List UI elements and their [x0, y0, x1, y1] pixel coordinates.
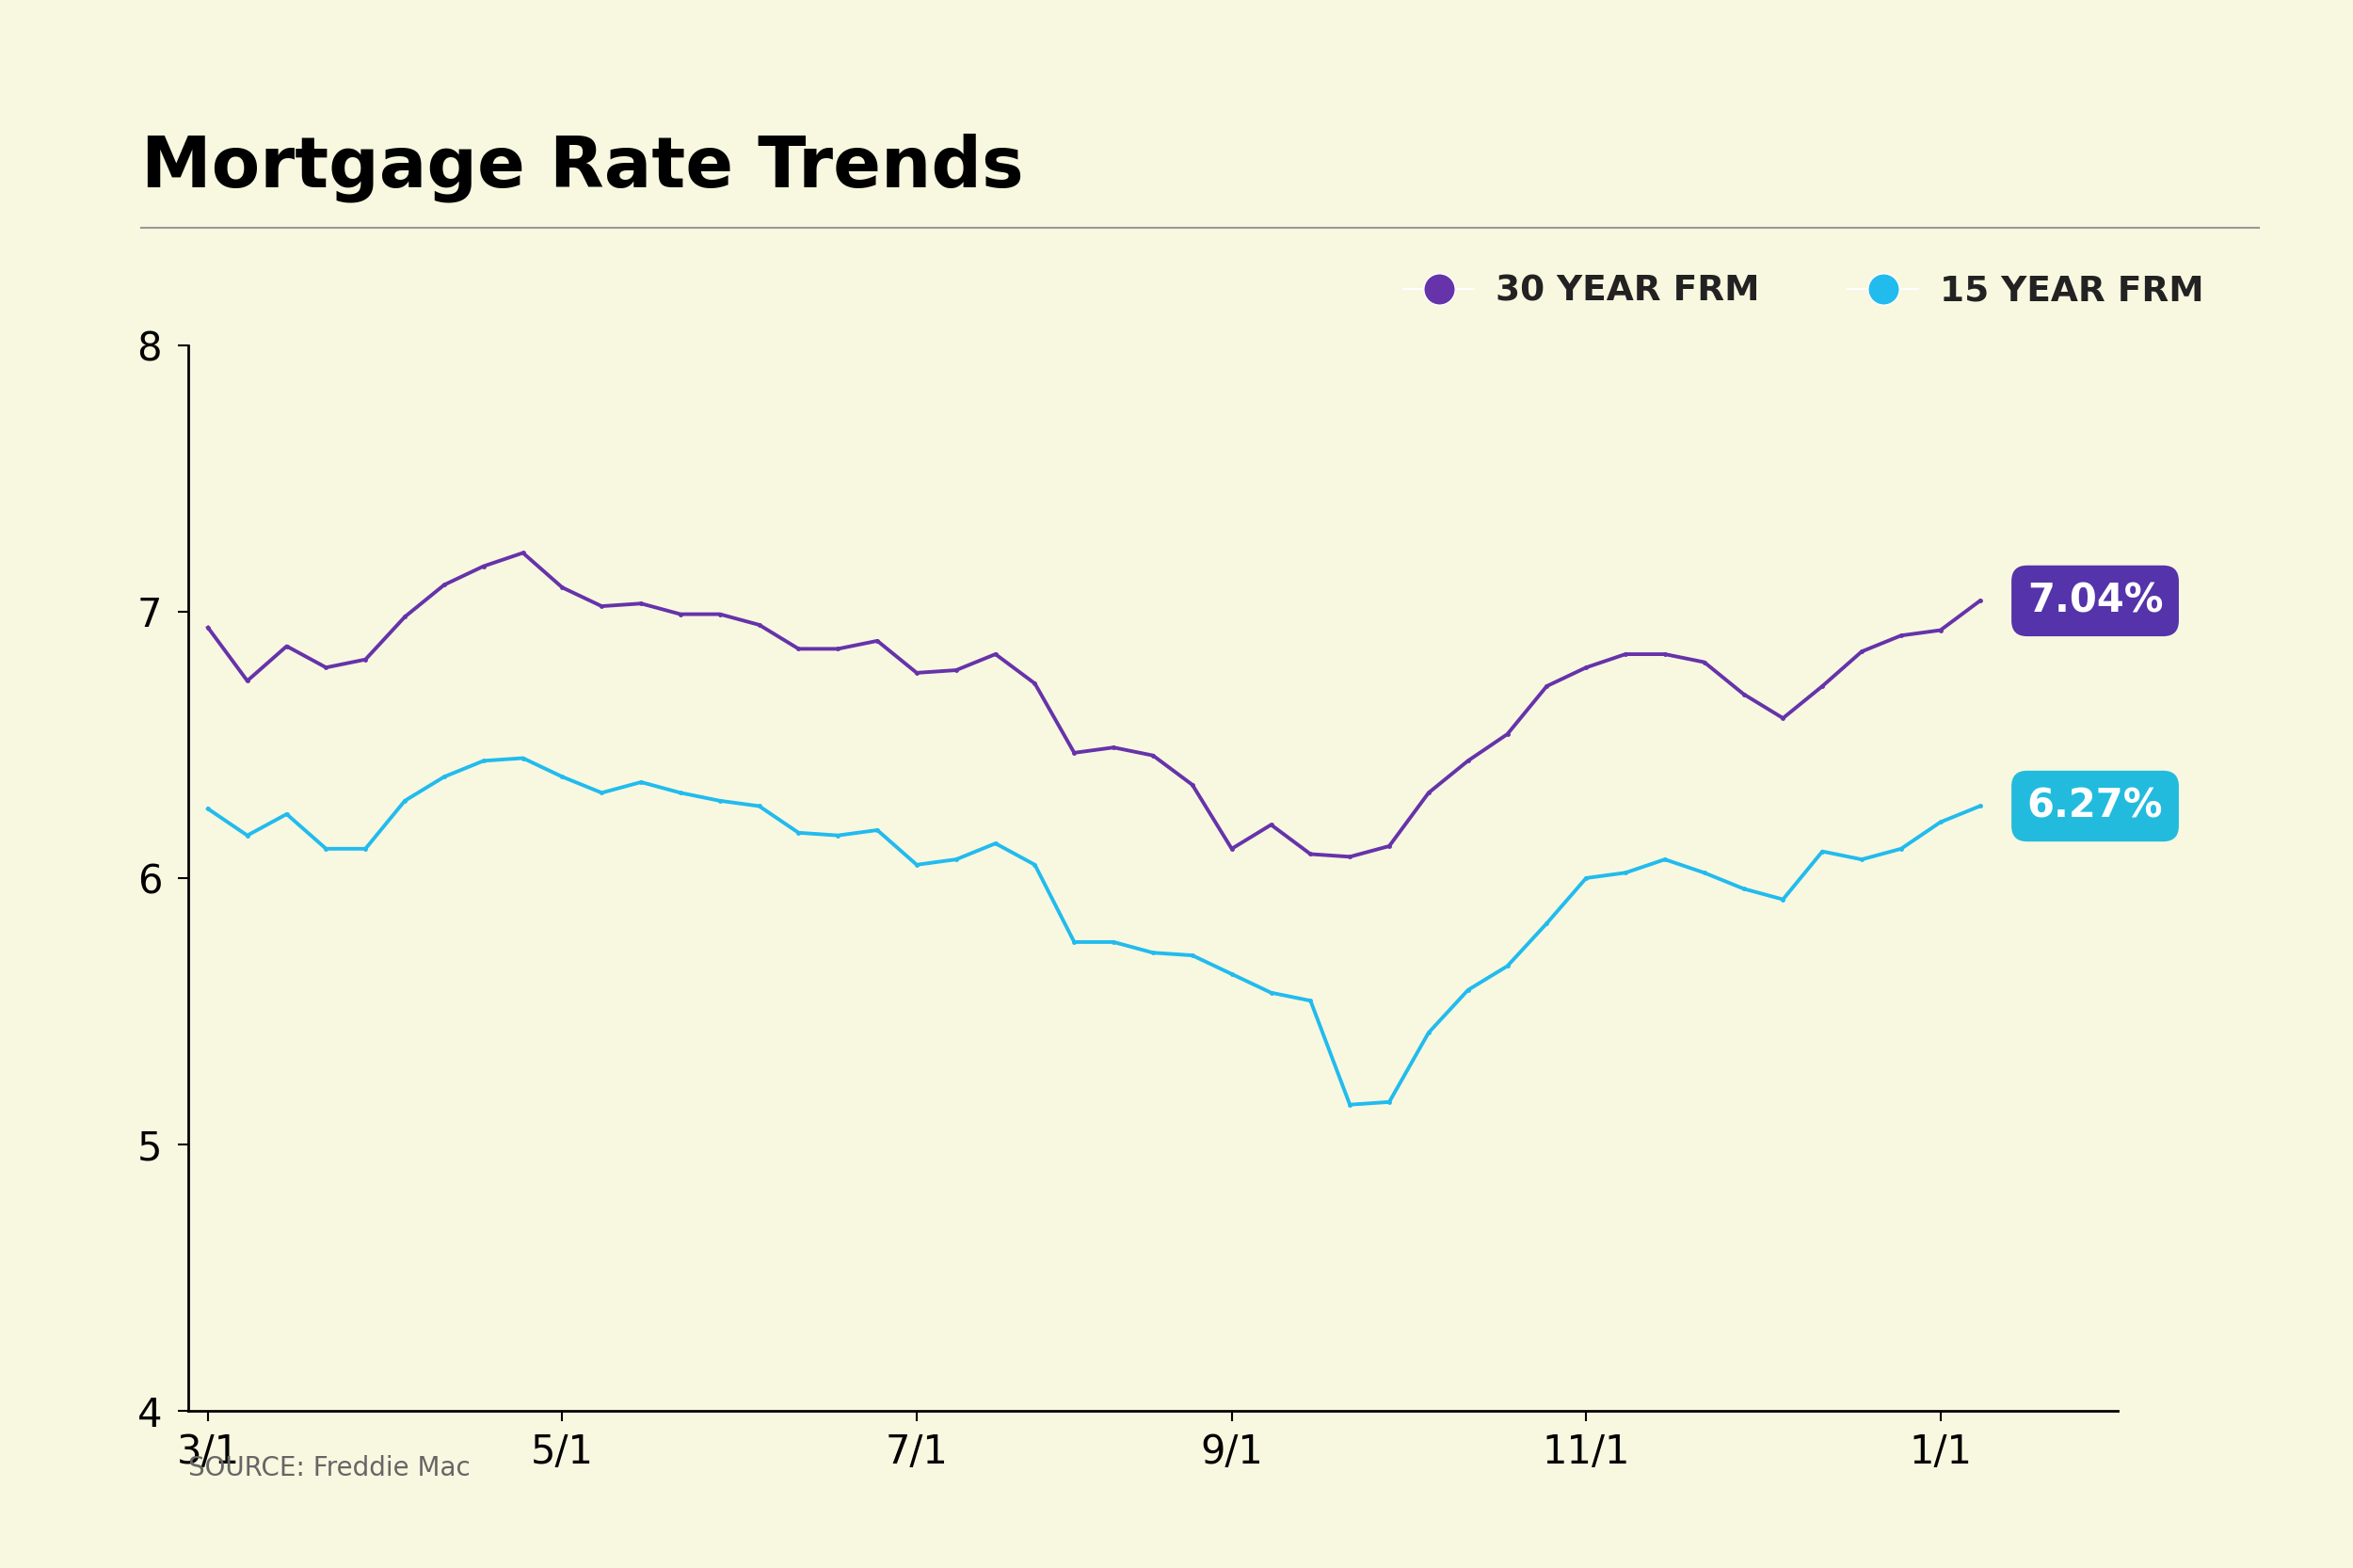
Text: SOURCE: Freddie Mac: SOURCE: Freddie Mac: [188, 1455, 471, 1482]
Text: Mortgage Rate Trends: Mortgage Rate Trends: [141, 133, 1024, 202]
Text: 7.04%: 7.04%: [2028, 582, 2162, 621]
Legend: 30 YEAR FRM, 15 YEAR FRM: 30 YEAR FRM, 15 YEAR FRM: [1391, 260, 2217, 323]
Text: 6.27%: 6.27%: [2028, 786, 2162, 826]
